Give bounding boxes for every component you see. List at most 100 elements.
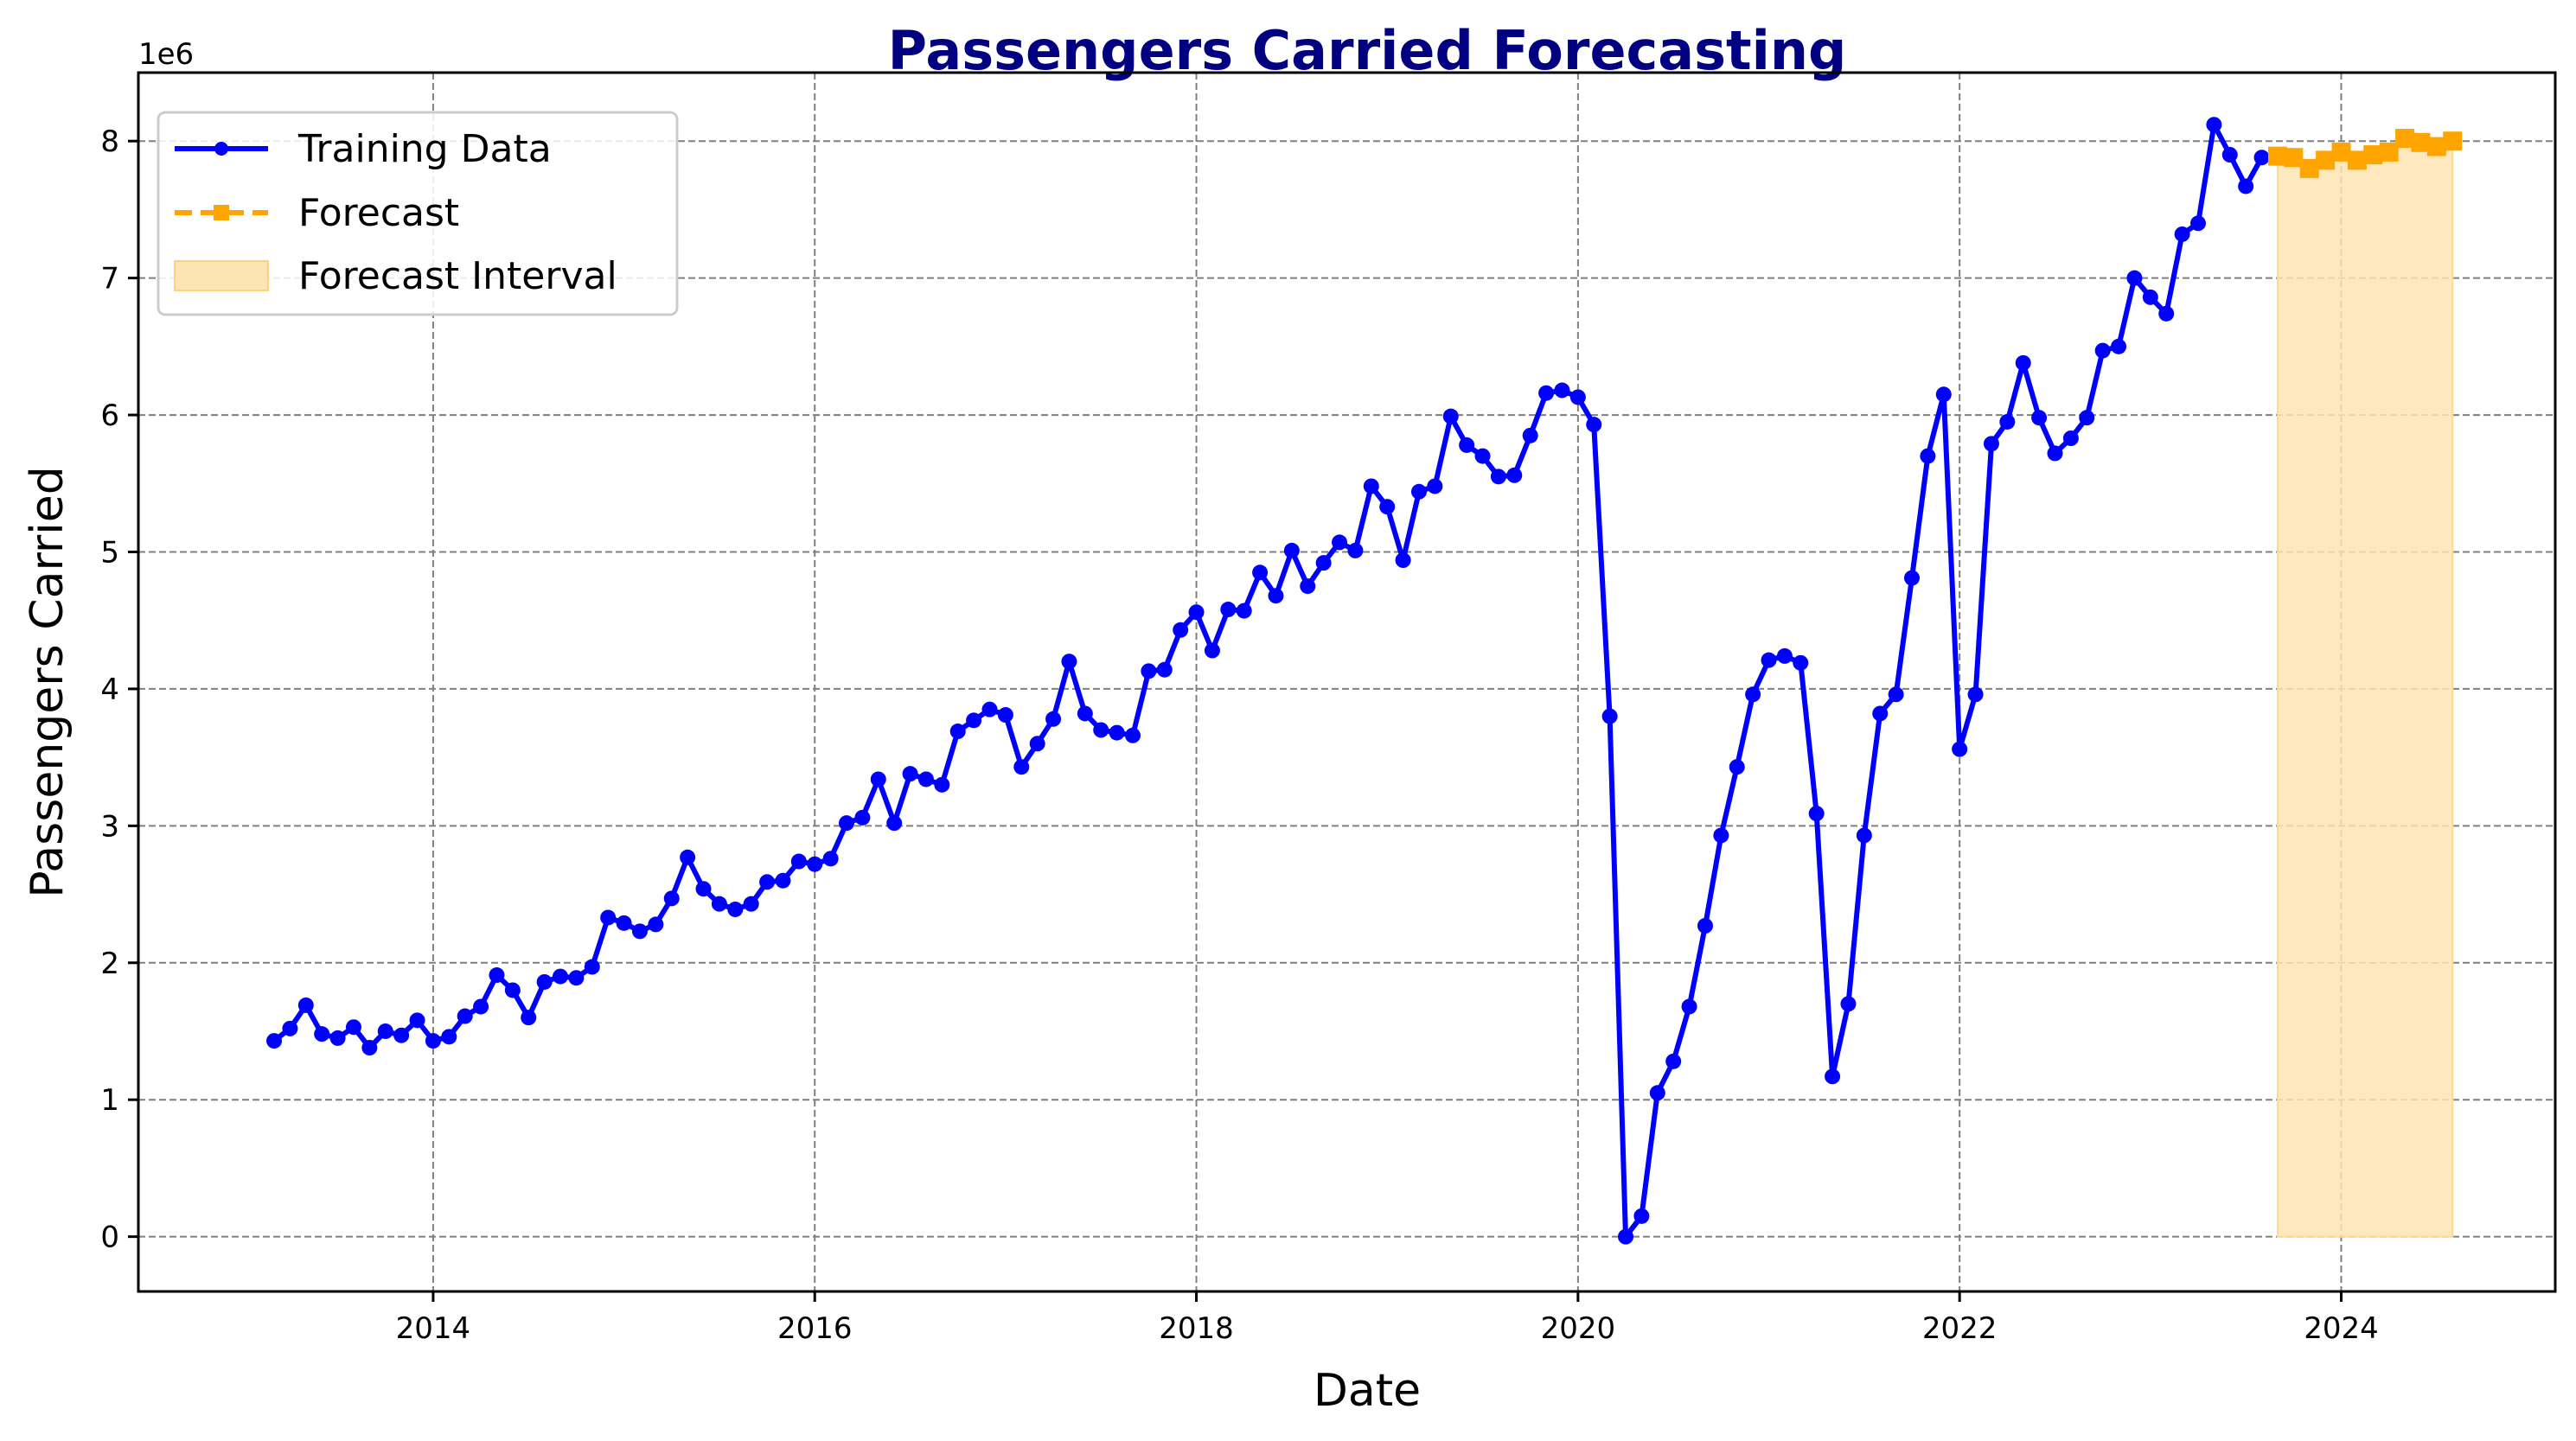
training-data-point	[568, 970, 585, 986]
training-data-point	[1697, 918, 1713, 934]
training-data-point	[775, 872, 791, 889]
training-data-point	[393, 1027, 410, 1043]
training-data-point	[600, 909, 617, 926]
training-data-point	[711, 896, 727, 912]
training-data-point	[1459, 437, 1475, 453]
training-data-point	[1569, 389, 1586, 405]
training-data-point	[839, 815, 855, 832]
forecast-point	[2379, 142, 2399, 162]
legend-training-marker	[214, 142, 228, 156]
training-data-point	[1283, 542, 1300, 558]
legend-label-forecast: Forecast	[298, 191, 459, 235]
legend-box	[157, 111, 679, 316]
training-data-point	[807, 856, 823, 872]
training-data-point	[2238, 178, 2254, 194]
forecast-point	[2347, 150, 2367, 170]
training-data-point	[536, 973, 553, 990]
training-data-point	[1173, 622, 1189, 638]
training-data-point	[1474, 448, 1491, 464]
training-data-point	[727, 901, 744, 917]
y-tick-label: 2	[100, 947, 119, 981]
training-data-point	[2126, 270, 2143, 286]
training-data-point	[1236, 603, 1252, 619]
training-data-point	[1427, 478, 1443, 494]
training-data-point	[553, 968, 569, 985]
forecast-point	[2426, 137, 2446, 156]
training-data-point	[1220, 602, 1237, 618]
training-data-point	[1268, 588, 1284, 604]
forecast-interval-area	[2276, 137, 2454, 1238]
training-data-point	[1045, 711, 1062, 727]
training-data-point	[2142, 289, 2158, 305]
training-data-point	[1300, 578, 1316, 595]
x-tick-label: 2016	[777, 1311, 853, 1346]
training-data-point	[1983, 436, 1999, 452]
y-offset-label: 1e6	[138, 37, 194, 72]
training-data-series	[266, 117, 2270, 1245]
forecast-point	[2284, 148, 2304, 168]
training-data-point	[2015, 354, 2031, 371]
training-data-point	[1363, 478, 1379, 494]
training-data-point	[2221, 147, 2238, 163]
y-tick-label: 5	[100, 535, 119, 570]
training-data-point	[584, 959, 600, 975]
training-data-point	[1204, 642, 1220, 659]
training-data-point	[1379, 499, 1396, 515]
training-data-point	[2206, 117, 2222, 133]
training-data-point	[441, 1029, 457, 1045]
forecast-point	[2267, 146, 2287, 166]
y-tick-label: 0	[100, 1221, 119, 1255]
forecast-point	[2395, 129, 2415, 149]
training-data-point	[1315, 555, 1332, 571]
training-data-point	[790, 853, 807, 870]
training-data-point	[1825, 1068, 1841, 1085]
training-data-point	[1061, 654, 1077, 670]
training-data-point	[489, 967, 505, 984]
legend: Training Data Forecast Forecast Interval	[157, 111, 679, 316]
training-data-point	[1904, 570, 1921, 586]
forecast-point	[2299, 158, 2319, 178]
training-data-point	[759, 874, 776, 890]
training-data-point	[2079, 410, 2095, 426]
training-data-point	[1332, 534, 1348, 551]
training-data-point	[425, 1033, 441, 1049]
training-data-point	[1490, 469, 1506, 485]
training-data-point	[2047, 445, 2063, 462]
training-data-point	[1967, 686, 1984, 703]
training-data-point	[1538, 385, 1555, 401]
training-data-point	[473, 998, 489, 1015]
y-tick-label: 3	[100, 809, 119, 844]
training-data-point	[1935, 386, 1952, 403]
training-data-point	[1124, 727, 1141, 743]
training-data-point	[966, 712, 982, 729]
training-data-point	[329, 1030, 346, 1046]
x-axis-label: Date	[1314, 1365, 1421, 1417]
training-data-point	[2174, 226, 2190, 242]
training-data-point	[1633, 1208, 1650, 1224]
training-data-point	[1920, 448, 1936, 464]
y-tick-label: 4	[100, 673, 119, 707]
training-data-point	[1109, 724, 1125, 741]
x-tick-label: 2020	[1541, 1311, 1616, 1346]
legend-label-training: Training Data	[297, 127, 552, 171]
training-data-point	[917, 771, 934, 787]
training-data-point	[1618, 1228, 1634, 1245]
grid-lines	[138, 73, 2555, 1291]
forecast-interval-band	[2276, 137, 2454, 1238]
training-data-point	[2253, 150, 2270, 166]
training-data-point	[1665, 1053, 1682, 1069]
y-axis-ticks: 0 1 2 3 4 5 6 7 8	[100, 124, 138, 1255]
training-data-point	[870, 771, 886, 787]
forecast-point	[2331, 142, 2351, 162]
training-data-point	[1681, 998, 1697, 1015]
training-data-point	[1013, 759, 1030, 775]
training-data-point	[616, 915, 632, 931]
training-data-point	[631, 923, 648, 940]
x-axis-ticks: 2014 2016 2018 2020 2022 2024	[396, 1291, 2379, 1346]
training-data-point	[1999, 413, 2016, 430]
legend-label-interval: Forecast Interval	[298, 254, 617, 298]
training-data-point	[1188, 604, 1205, 621]
training-data-point	[2031, 410, 2048, 426]
training-data-point	[1077, 705, 1093, 722]
